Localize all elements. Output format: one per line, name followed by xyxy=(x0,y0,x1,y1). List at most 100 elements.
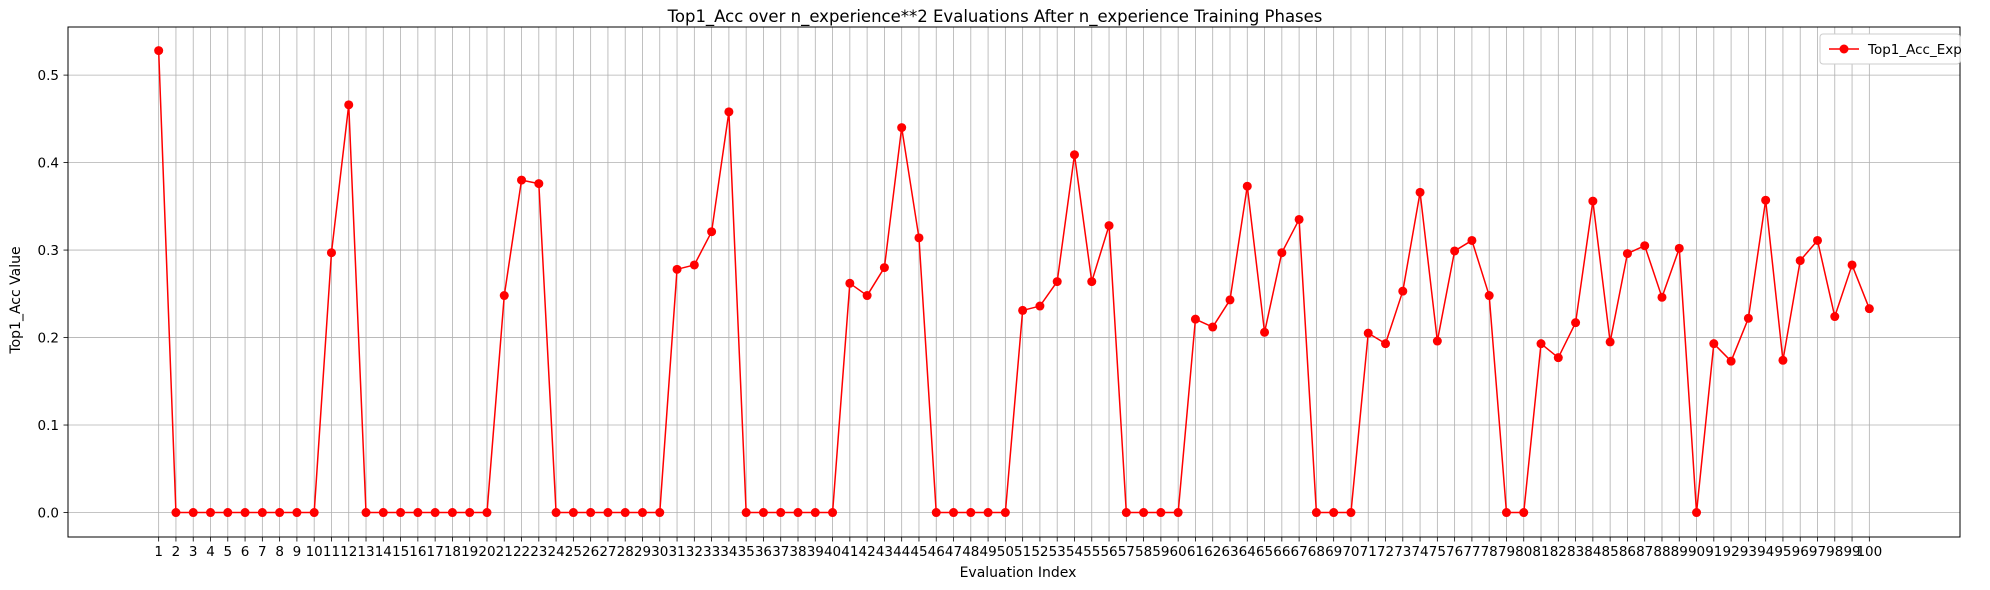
data-point xyxy=(983,508,993,518)
x-tick-label: 35 xyxy=(738,544,755,560)
x-tick-label: 94 xyxy=(1757,544,1774,560)
data-point xyxy=(551,508,561,518)
x-tick-label: 28 xyxy=(617,544,634,560)
data-point xyxy=(361,508,371,518)
x-tick-label: 87 xyxy=(1636,544,1653,560)
x-tick-label: 40 xyxy=(824,544,841,560)
data-point xyxy=(810,508,820,518)
data-point xyxy=(1830,312,1840,322)
x-tick-label: 99 xyxy=(1843,544,1860,560)
y-tick-label: 0.3 xyxy=(38,243,59,259)
x-tick-label: 36 xyxy=(755,544,772,560)
x-tick-label: 43 xyxy=(876,544,893,560)
x-tick-label: 41 xyxy=(841,544,858,560)
x-tick-label: 84 xyxy=(1584,544,1601,560)
x-tick-label: 77 xyxy=(1463,544,1480,560)
x-tick-label: 75 xyxy=(1429,544,1446,560)
data-point xyxy=(1536,339,1546,349)
x-tick-label: 32 xyxy=(686,544,703,560)
data-point xyxy=(949,508,959,518)
data-point xyxy=(1571,318,1581,328)
x-tick-label: 80 xyxy=(1515,544,1532,560)
y-axis-label: Top1_Acc Value xyxy=(8,246,24,354)
x-tick-label: 18 xyxy=(444,544,461,560)
data-point xyxy=(914,233,924,243)
x-tick-label: 98 xyxy=(1826,544,1843,560)
x-tick-label: 88 xyxy=(1653,544,1670,560)
x-tick-label: 65 xyxy=(1256,544,1273,560)
x-tick-label: 29 xyxy=(634,544,651,560)
data-point xyxy=(672,264,682,274)
data-point xyxy=(603,508,613,518)
data-point xyxy=(534,179,544,189)
data-point xyxy=(1432,336,1442,346)
data-point xyxy=(1640,241,1650,251)
data-point xyxy=(188,508,198,518)
x-tick-label: 11 xyxy=(323,544,340,560)
data-point xyxy=(223,508,233,518)
data-point xyxy=(1501,508,1511,518)
data-point xyxy=(1743,313,1753,323)
x-tick-label: 90 xyxy=(1688,544,1705,560)
data-point xyxy=(1622,249,1632,259)
data-point xyxy=(707,227,717,237)
x-tick-label: 60 xyxy=(1170,544,1187,560)
data-point xyxy=(1847,260,1857,270)
x-tick-label: 63 xyxy=(1221,544,1238,560)
data-point xyxy=(1864,304,1874,314)
data-point xyxy=(1692,508,1702,518)
data-point xyxy=(413,508,423,518)
x-tick-label: 14 xyxy=(375,544,392,560)
x-tick-label: 21 xyxy=(496,544,513,560)
x-tick-label: 49 xyxy=(979,544,996,560)
data-point xyxy=(776,508,786,518)
data-point xyxy=(430,508,440,518)
data-point xyxy=(1398,286,1408,296)
data-point xyxy=(586,508,596,518)
data-point xyxy=(879,263,889,273)
x-tick-label: 51 xyxy=(1014,544,1031,560)
data-point xyxy=(1294,214,1304,224)
data-point xyxy=(1156,508,1166,518)
data-point xyxy=(862,291,872,301)
data-point xyxy=(1052,277,1062,287)
data-point xyxy=(1363,328,1373,338)
data-point xyxy=(793,508,803,518)
x-tick-label: 4 xyxy=(206,544,215,560)
data-point xyxy=(1121,508,1131,518)
x-tick-label: 86 xyxy=(1619,544,1636,560)
x-tick-label: 42 xyxy=(859,544,876,560)
data-point xyxy=(966,508,976,518)
data-point xyxy=(1709,339,1719,349)
x-tick-label: 16 xyxy=(409,544,426,560)
x-tick-label: 37 xyxy=(772,544,789,560)
data-point xyxy=(499,291,509,301)
data-point xyxy=(1225,295,1235,305)
data-point xyxy=(1812,235,1822,245)
data-point xyxy=(758,508,768,518)
x-tick-label: 10 xyxy=(306,544,323,560)
x-tick-label: 67 xyxy=(1291,544,1308,560)
legend-marker-sample xyxy=(1839,44,1849,54)
x-tick-label: 48 xyxy=(962,544,979,560)
x-tick-label: 27 xyxy=(599,544,616,560)
x-tick-label: 53 xyxy=(1049,544,1066,560)
data-point xyxy=(845,278,855,288)
data-point xyxy=(1190,314,1200,324)
series-layer xyxy=(154,46,1874,518)
x-tick-label: 26 xyxy=(582,544,599,560)
data-point xyxy=(1605,337,1615,347)
x-tick-label: 46 xyxy=(928,544,945,560)
x-tick-label: 82 xyxy=(1550,544,1567,560)
data-point xyxy=(1260,327,1270,337)
data-point xyxy=(1415,187,1425,197)
data-point xyxy=(154,46,164,56)
data-point xyxy=(568,508,578,518)
data-point xyxy=(1311,508,1321,518)
data-point xyxy=(1329,508,1339,518)
x-tick-label: 30 xyxy=(651,544,668,560)
data-point xyxy=(344,100,354,110)
y-tick-label: 0.1 xyxy=(38,418,59,434)
